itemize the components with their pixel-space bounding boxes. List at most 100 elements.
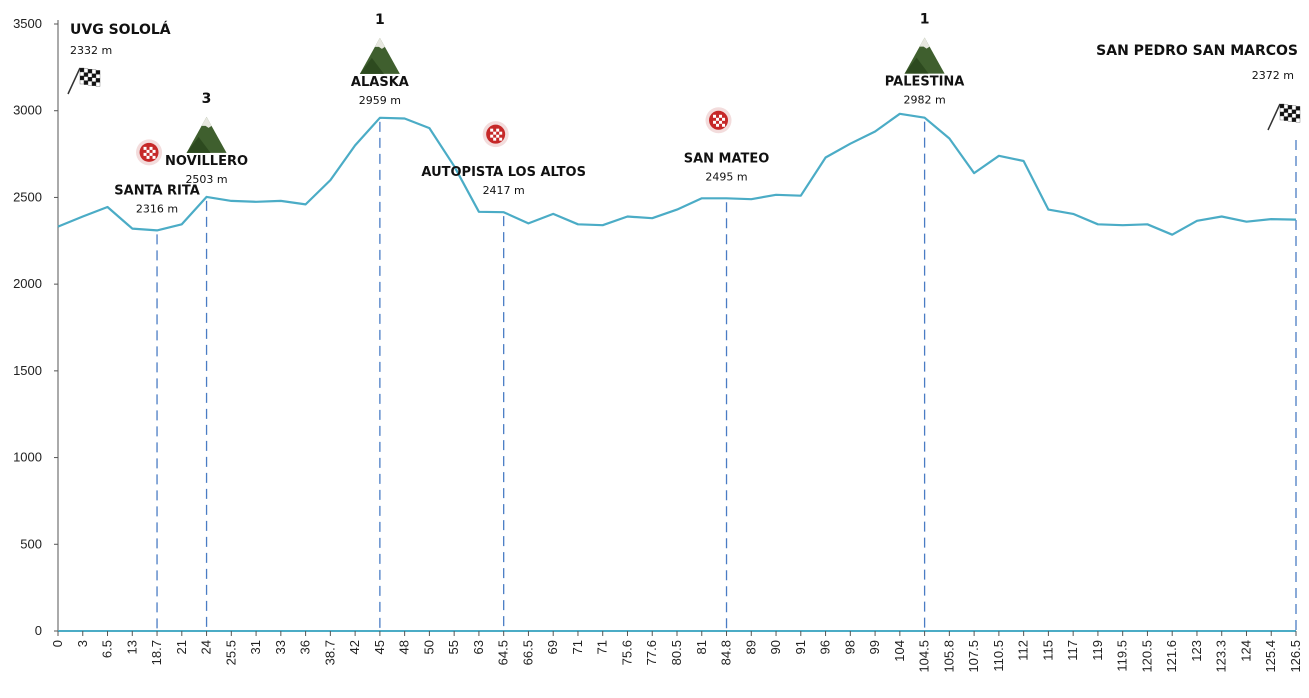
x-tick-label: 124 (1238, 640, 1253, 662)
waypoint-name: SAN MATEO (684, 151, 770, 166)
x-tick-label: 123.3 (1214, 640, 1229, 673)
x-tick-label: 80.5 (669, 640, 684, 665)
climb-category: 3 (202, 91, 212, 107)
waypoint-santa-rita: SANTA RITA 2316 m (114, 139, 200, 215)
x-tick-label: 126.5 (1288, 640, 1303, 673)
y-axis: 0 500 1000 1500 2000 2500 3000 3500 (13, 16, 59, 638)
x-tick-label: 24 (199, 640, 214, 654)
y-tick-label: 1500 (13, 363, 42, 378)
x-tick-label: 69 (545, 640, 560, 654)
x-tick-label: 42 (347, 640, 362, 654)
x-tick-label: 121.6 (1164, 640, 1179, 673)
x-tick-label: 90 (768, 640, 783, 654)
climb-category: 1 (375, 12, 385, 28)
start-elevation: 2332 m (70, 44, 112, 57)
x-tick-label: 110.5 (991, 640, 1006, 672)
waypoint-guide-lines (156, 121, 1297, 631)
x-tick-label: 104 (892, 640, 907, 662)
waypoint-san-pedro-san-marcos: SAN PEDRO SAN MARCOS 2372 m (1096, 43, 1301, 131)
sprint-badge-icon (136, 139, 163, 166)
x-tick-label: 36 (298, 640, 313, 654)
x-tick-label: 81 (694, 640, 709, 654)
x-tick-label: 99 (867, 640, 882, 654)
mountain-icon (904, 37, 945, 74)
x-tick-label: 105.8 (941, 640, 956, 673)
waypoint-annotations: UVG SOLOLÁ 2332 m SANTA RITA 2316 m NOVILLER… (67, 12, 1301, 215)
x-tick-label: 89 (743, 640, 758, 654)
checkered-flag-icon (67, 67, 101, 95)
x-tick-label: 75.6 (619, 640, 634, 665)
x-tick-label: 21 (174, 640, 189, 654)
x-tick-label: 119.5 (1115, 640, 1130, 672)
x-tick-label: 125.4 (1263, 640, 1278, 673)
x-tick-label: 91 (793, 640, 808, 654)
mountain-icon (359, 37, 400, 74)
x-tick-label: 120.5 (1139, 640, 1154, 673)
x-tick-label: 123 (1189, 640, 1204, 662)
y-tick-label: 3500 (13, 16, 42, 31)
x-tick-label: 115 (1040, 640, 1055, 661)
x-tick-label: 117 (1065, 640, 1080, 661)
waypoint-novillero: NOVILLERO 2503 m 3 (165, 91, 248, 186)
y-tick-label: 500 (20, 536, 42, 551)
y-tick-label: 2500 (13, 189, 42, 204)
x-tick-label: 48 (397, 640, 412, 654)
y-tick-label: 0 (35, 623, 42, 638)
x-tick-label: 112 (1016, 640, 1031, 661)
x-tick-label: 0 (50, 640, 65, 647)
x-tick-label: 119 (1090, 640, 1105, 661)
sprint-badge-icon (482, 121, 509, 148)
waypoint-name: AUTOPISTA LOS ALTOS (421, 165, 586, 180)
waypoint-name: PALESTINA (885, 75, 965, 90)
x-tick-label: 77.6 (644, 640, 659, 665)
x-tick-label: 13 (124, 640, 139, 654)
waypoint-san-mateo: SAN MATEO 2495 m (684, 107, 770, 183)
climb-category: 1 (920, 12, 930, 28)
x-tick-label: 71 (570, 640, 585, 654)
x-tick-label: 107.5 (966, 640, 981, 673)
x-axis: 0 3 6.5 13 18.7 21 24 25.5 31 33 36 38.7 42 45 48 50 55 6… (50, 630, 1303, 673)
x-tick-label: 63 (471, 640, 486, 654)
x-tick-label: 25.5 (223, 640, 238, 665)
x-tick-label: 55 (446, 640, 461, 654)
sprint-badge-icon (705, 107, 732, 134)
elevation-profile-line (57, 112, 1297, 236)
x-tick-label: 64.5 (496, 640, 511, 665)
waypoint-autopista-los-altos: AUTOPISTA LOS ALTOS 2417 m (421, 121, 586, 197)
x-tick-label: 104.5 (917, 640, 932, 673)
waypoint-name: SANTA RITA (114, 183, 200, 198)
y-tick-label: 3000 (13, 103, 42, 118)
x-tick-label: 98 (842, 640, 857, 654)
waypoint-name: ALASKA (351, 75, 409, 90)
waypoint-elevation: 2959 m (359, 94, 401, 107)
x-tick-label: 18.7 (149, 640, 164, 665)
waypoint-name: NOVILLERO (165, 154, 248, 169)
finish-name: SAN PEDRO SAN MARCOS (1096, 43, 1298, 59)
x-tick-label: 96 (818, 640, 833, 654)
waypoint-alaska: ALASKA 2959 m 1 (351, 12, 409, 107)
waypoint-elevation: 2982 m (903, 94, 945, 107)
y-tick-label: 1000 (13, 450, 42, 465)
x-tick-label: 71 (595, 640, 610, 654)
x-tick-label: 50 (421, 640, 436, 654)
waypoint-elevation: 2503 m (185, 173, 227, 186)
y-tick-label: 2000 (13, 276, 42, 291)
start-name: UVG SOLOLÁ (70, 21, 171, 38)
x-tick-label: 33 (273, 640, 288, 654)
x-tick-label: 3 (75, 640, 90, 647)
finish-elevation: 2372 m (1252, 69, 1294, 82)
x-tick-label: 45 (372, 640, 387, 654)
x-tick-label: 84.8 (719, 640, 734, 665)
x-tick-label: 31 (248, 640, 263, 654)
mountain-icon (186, 116, 227, 153)
waypoint-palestina: PALESTINA 2982 m 1 (885, 12, 965, 107)
waypoint-elevation: 2495 m (705, 170, 747, 183)
waypoint-elevation: 2316 m (136, 202, 178, 215)
checkered-flag-icon (1267, 103, 1301, 131)
waypoint-uvg-solol-: UVG SOLOLÁ 2332 m (67, 21, 171, 95)
x-tick-label: 6.5 (100, 640, 115, 658)
x-tick-label: 66.5 (520, 640, 535, 665)
waypoint-elevation: 2417 m (483, 184, 525, 197)
x-tick-label: 38.7 (322, 640, 337, 665)
